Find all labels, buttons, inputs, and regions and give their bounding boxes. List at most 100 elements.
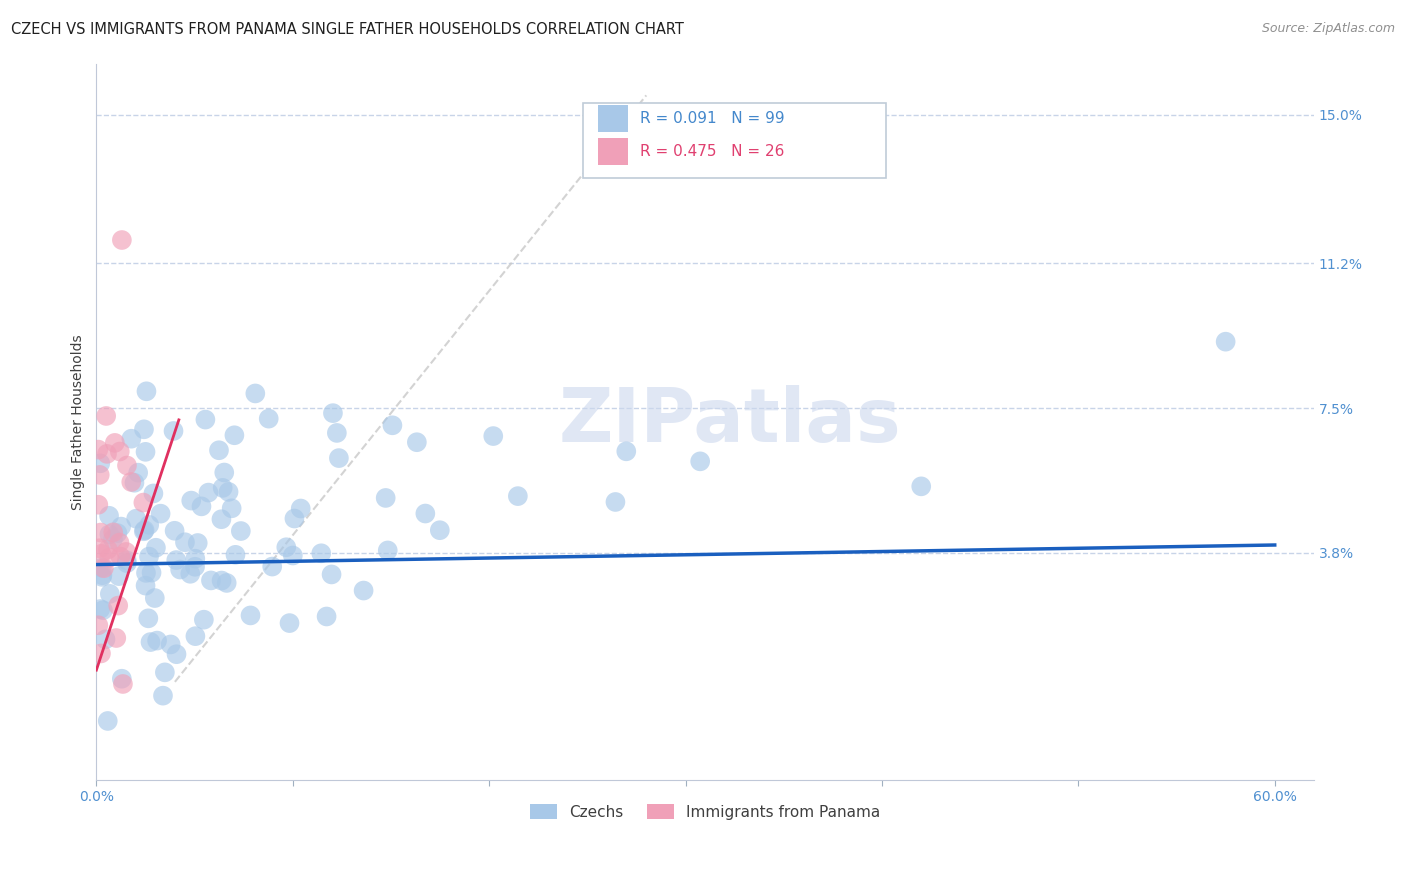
Point — [111, 677, 134, 691]
Point — [415, 507, 437, 521]
Point — [174, 535, 197, 549]
Point — [101, 532, 124, 546]
Point — [209, 512, 232, 526]
Point — [278, 616, 301, 631]
Point — [115, 553, 138, 567]
Point — [506, 489, 529, 503]
Point — [127, 466, 149, 480]
Point — [90, 547, 112, 561]
Point — [321, 567, 343, 582]
Point — [87, 498, 110, 512]
Point — [141, 566, 163, 580]
Point — [132, 524, 155, 539]
Point — [107, 526, 129, 541]
Point — [184, 629, 207, 643]
Point — [283, 511, 305, 525]
Point — [374, 491, 396, 505]
Point — [229, 524, 252, 538]
Point — [124, 475, 146, 490]
Point — [689, 454, 711, 468]
Point — [315, 609, 337, 624]
Text: ZIPatlas: ZIPatlas — [558, 385, 901, 458]
Point — [145, 541, 167, 555]
Point — [115, 556, 138, 570]
Point — [152, 689, 174, 703]
Point — [91, 570, 114, 584]
Point — [111, 233, 134, 247]
Point — [97, 714, 120, 728]
Point — [1215, 334, 1237, 349]
Point — [135, 445, 157, 459]
Point — [96, 447, 118, 461]
Point — [281, 549, 304, 563]
Point — [104, 436, 127, 450]
Point — [429, 523, 451, 537]
Point — [138, 549, 160, 564]
Point — [614, 444, 637, 458]
Point — [105, 631, 128, 645]
Point — [165, 553, 187, 567]
Point — [108, 444, 131, 458]
Point — [162, 424, 184, 438]
Point — [91, 603, 114, 617]
Point — [179, 566, 201, 581]
Point — [218, 484, 240, 499]
Point — [190, 500, 212, 514]
Point — [87, 618, 110, 632]
Point — [309, 546, 332, 560]
Point — [98, 587, 121, 601]
Point — [125, 511, 148, 525]
Point — [111, 672, 134, 686]
Point — [142, 486, 165, 500]
Point — [110, 549, 132, 564]
Point — [91, 568, 114, 582]
Point — [197, 485, 219, 500]
Point — [193, 613, 215, 627]
Point — [97, 542, 120, 557]
Point — [262, 559, 284, 574]
Point — [184, 551, 207, 566]
Point — [108, 535, 131, 549]
Point — [103, 525, 125, 540]
Point — [381, 418, 404, 433]
Point — [90, 647, 112, 661]
Point — [215, 576, 238, 591]
Point — [132, 495, 155, 509]
Point — [221, 501, 243, 516]
Text: Source: ZipAtlas.com: Source: ZipAtlas.com — [1261, 22, 1395, 36]
Point — [90, 560, 112, 574]
Point — [211, 481, 233, 495]
Point — [93, 561, 115, 575]
Point — [187, 536, 209, 550]
Point — [135, 579, 157, 593]
Point — [290, 501, 312, 516]
Point — [257, 411, 280, 425]
Point — [89, 541, 111, 556]
Point — [276, 541, 298, 555]
Point — [132, 422, 155, 436]
Point — [110, 519, 132, 533]
Point — [115, 458, 138, 473]
Point — [166, 647, 188, 661]
Point — [134, 523, 156, 537]
Point — [211, 574, 233, 588]
Point — [212, 466, 235, 480]
Legend: Czechs, Immigrants from Panama: Czechs, Immigrants from Panama — [523, 797, 887, 826]
Point — [184, 559, 207, 574]
Point — [120, 432, 142, 446]
Point — [138, 517, 160, 532]
Point — [180, 493, 202, 508]
Point — [194, 412, 217, 426]
Point — [96, 409, 118, 423]
Point — [153, 665, 176, 680]
Point — [98, 527, 121, 541]
Point — [163, 524, 186, 538]
Text: R = 0.091   N = 99: R = 0.091 N = 99 — [640, 112, 785, 126]
Point — [224, 428, 246, 442]
Point — [224, 548, 246, 562]
Point — [149, 507, 172, 521]
Point — [98, 508, 121, 523]
Point — [89, 602, 111, 616]
Point — [89, 456, 111, 470]
Point — [139, 635, 162, 649]
